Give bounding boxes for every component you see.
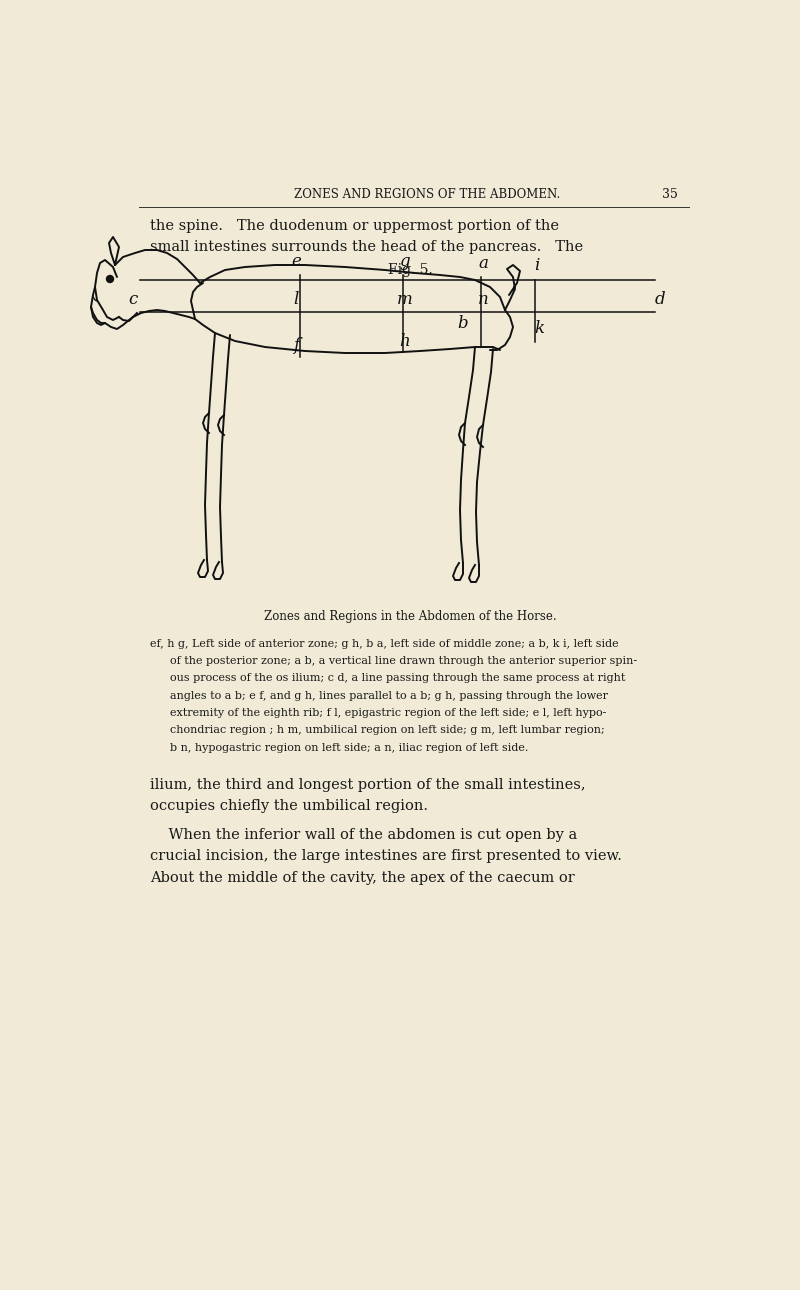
Text: crucial incision, the large intestines are first presented to view.: crucial incision, the large intestines a… (150, 849, 622, 863)
Text: Zones and Regions in the Abdomen of the Horse.: Zones and Regions in the Abdomen of the … (264, 610, 556, 623)
Text: f: f (293, 337, 299, 353)
Text: i: i (534, 257, 540, 273)
Text: the spine.   The duodenum or uppermost portion of the: the spine. The duodenum or uppermost por… (150, 219, 559, 233)
Text: e: e (291, 253, 301, 270)
Text: When the inferior wall of the abdomen is cut open by a: When the inferior wall of the abdomen is… (150, 828, 578, 841)
Text: k: k (534, 320, 544, 337)
Text: c: c (128, 292, 138, 308)
Text: chondriac region ; h m, umbilical region on left side; g m, left lumbar region;: chondriac region ; h m, umbilical region… (170, 725, 605, 735)
Text: d: d (654, 292, 666, 308)
Text: of the posterior zone; a b, a vertical line drawn through the anterior superior : of the posterior zone; a b, a vertical l… (170, 657, 637, 666)
Text: ous process of the os ilium; c d, a line passing through the same process at rig: ous process of the os ilium; c d, a line… (170, 673, 625, 684)
Text: Fig. 5.: Fig. 5. (388, 263, 432, 277)
Text: l: l (294, 292, 298, 308)
Text: angles to a b; e f, and g h, lines parallel to a b; g h, passing through the low: angles to a b; e f, and g h, lines paral… (170, 690, 608, 700)
Text: About the middle of the cavity, the apex of the caecum or: About the middle of the cavity, the apex… (150, 871, 575, 885)
Text: ilium, the third and longest portion of the small intestines,: ilium, the third and longest portion of … (150, 778, 586, 792)
Text: ZONES AND REGIONS OF THE ABDOMEN.: ZONES AND REGIONS OF THE ABDOMEN. (294, 188, 560, 201)
Text: b n, hypogastric region on left side; a n, iliac region of left side.: b n, hypogastric region on left side; a … (170, 743, 528, 752)
Text: b: b (458, 315, 468, 332)
Text: g: g (400, 253, 410, 270)
Text: m: m (397, 292, 413, 308)
Text: h: h (400, 333, 410, 350)
Text: a: a (478, 255, 488, 272)
Text: occupies chiefly the umbilical region.: occupies chiefly the umbilical region. (150, 800, 428, 813)
Text: extremity of the eighth rib; f l, epigastric region of the left side; e l, left : extremity of the eighth rib; f l, epigas… (170, 708, 606, 719)
Text: n: n (478, 292, 488, 308)
Circle shape (106, 276, 114, 283)
Text: 35: 35 (662, 188, 678, 201)
Text: ef, h g, Left side of anterior zone; g h, b a, left side of middle zone; a b, k : ef, h g, Left side of anterior zone; g h… (150, 639, 619, 649)
Text: small intestines surrounds the head of the pancreas.   The: small intestines surrounds the head of t… (150, 240, 583, 254)
